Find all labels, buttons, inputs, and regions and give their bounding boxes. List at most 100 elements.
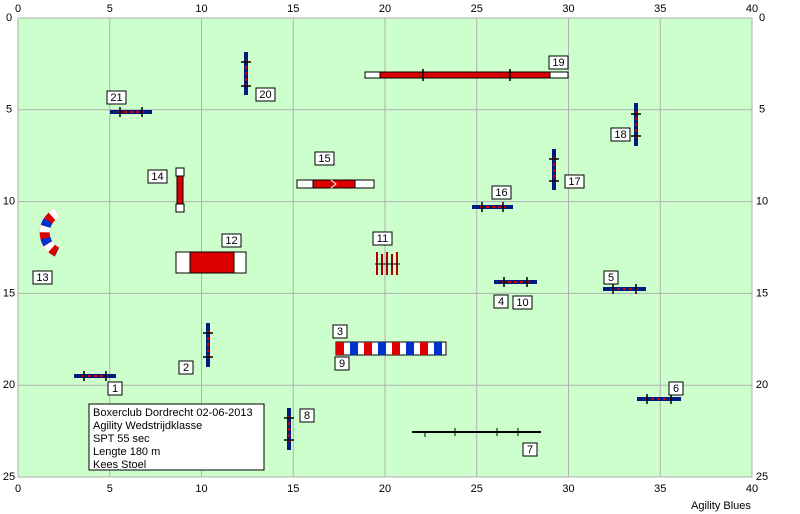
y-tick-label: 5: [6, 104, 12, 116]
obstacle-label: 20: [259, 89, 271, 101]
label: 6: [668, 381, 684, 396]
label: 1: [107, 381, 123, 396]
obstacle-label: 10: [516, 297, 528, 309]
weave-poles: [375, 252, 400, 275]
y-tick-label: 15: [756, 287, 768, 299]
label: 21: [106, 90, 127, 105]
tunnel: [335, 341, 447, 356]
x-tick-label: 0: [15, 483, 21, 495]
x-tick-label: 30: [562, 3, 574, 15]
jump: [284, 408, 294, 450]
x-tick-label: 30: [562, 483, 574, 495]
obstacle-label: 8: [304, 410, 310, 422]
y-tick-label: 10: [3, 196, 15, 208]
label: 12: [221, 233, 242, 248]
footer: Agility Blues: [691, 500, 751, 512]
obstacle-label: 7: [527, 444, 533, 456]
obstacle-label: 3: [337, 326, 343, 338]
label: 3: [332, 324, 348, 339]
y-tick-label: 10: [756, 196, 768, 208]
label: 19: [548, 55, 569, 70]
obstacle-label: 17: [568, 176, 580, 188]
y-tick-label: 20: [3, 379, 15, 391]
info-box: Boxerclub Dordrecht 02-06-2013 Agility W…: [88, 403, 265, 471]
obstacle-label: 18: [614, 129, 626, 141]
obstacle-label: 2: [183, 362, 189, 374]
table-plank: [412, 428, 541, 437]
label: 10: [512, 295, 533, 310]
obstacle-label: 9: [339, 358, 345, 370]
obstacle-label: 14: [151, 171, 163, 183]
jump: [241, 52, 251, 95]
y-tick-label: 5: [759, 104, 765, 116]
jump: [74, 371, 116, 381]
y-tick-label: 25: [3, 471, 15, 483]
info-line: Kees Stoel: [93, 459, 146, 471]
label: 15: [314, 151, 335, 166]
label: 13: [32, 270, 53, 285]
obstacle-label: 13: [36, 272, 48, 284]
obstacle-label: 5: [608, 272, 614, 284]
obstacle-label: 11: [377, 233, 388, 245]
grid: [17, 17, 753, 478]
label: 14: [147, 169, 168, 184]
label: 16: [491, 185, 512, 200]
x-tick-label: 5: [107, 3, 113, 15]
x-tick-label: 40: [746, 483, 758, 495]
jump: [472, 202, 513, 212]
obstacle-label: 4: [498, 296, 504, 308]
jump: [494, 277, 537, 287]
info-line: Agility Wedstrijdklasse: [93, 420, 202, 432]
x-tick-label: 10: [195, 483, 207, 495]
jump: [637, 394, 681, 404]
info-line: SPT 55 sec: [93, 433, 150, 445]
x-tick-label: 35: [654, 3, 666, 15]
x-tick-label: 35: [654, 483, 666, 495]
label: 18: [610, 127, 631, 142]
x-tick-label: 20: [379, 483, 391, 495]
x-tick-label: 40: [746, 3, 758, 15]
obstacle-label: 1: [112, 383, 118, 395]
y-tick-label: 0: [6, 12, 12, 24]
label: 9: [334, 356, 350, 371]
x-tick-label: 15: [287, 3, 299, 15]
jump: [631, 103, 641, 146]
obstacle-label: 21: [110, 92, 122, 104]
obstacle-label: 12: [225, 235, 237, 247]
y-tick-label: 0: [759, 12, 765, 24]
x-tick-label: 5: [107, 483, 113, 495]
jump: [203, 323, 213, 367]
x-tick-label: 15: [287, 483, 299, 495]
long-jump: [175, 167, 185, 213]
x-tick-label: 20: [379, 3, 391, 15]
jump: [110, 107, 152, 117]
obstacle-label: 19: [552, 57, 564, 69]
label: 4: [493, 294, 509, 309]
obstacle-label: 16: [495, 187, 507, 199]
seesaw: [296, 179, 375, 189]
chute: [175, 251, 247, 274]
x-tick-label: 0: [15, 3, 21, 15]
label: 2: [178, 360, 194, 375]
obstacle-label: 15: [318, 153, 330, 165]
info-line: Boxerclub Dordrecht 02-06-2013: [93, 407, 253, 419]
y-tick-label: 20: [756, 379, 768, 391]
x-tick-label: 25: [471, 3, 483, 15]
label: 17: [564, 174, 585, 189]
info-line: Lengte 180 m: [93, 446, 160, 458]
x-tick-label: 25: [471, 483, 483, 495]
label: 20: [255, 87, 276, 102]
label: 8: [299, 408, 315, 423]
y-tick-label: 15: [3, 287, 15, 299]
x-tick-label: 10: [195, 3, 207, 15]
obstacle-label: 6: [673, 383, 679, 395]
jump: [549, 149, 559, 190]
y-tick-label: 25: [756, 471, 768, 483]
label: 7: [522, 442, 538, 457]
tunnel: [39, 208, 60, 257]
jump: [603, 284, 646, 294]
label: 11: [372, 231, 393, 246]
dogwalk: [364, 69, 569, 81]
label: 5: [603, 270, 619, 285]
